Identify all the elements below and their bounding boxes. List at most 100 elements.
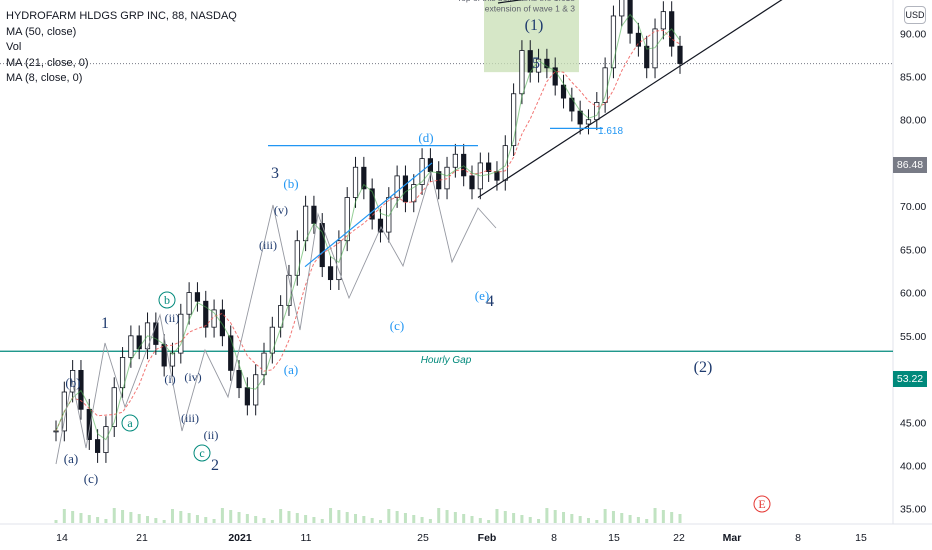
volume-bar [79, 513, 83, 523]
volume-bar [520, 515, 524, 523]
candle-body [660, 11, 666, 30]
wave-label-intermediate-4: 4 [486, 293, 494, 310]
x-tick-label: 8 [795, 532, 801, 544]
volume-bar [345, 512, 349, 523]
volume-bar [304, 515, 308, 523]
x-tick-label: 25 [417, 532, 429, 544]
volume-bar [254, 516, 258, 523]
wave-label-major-1: (1) [525, 17, 544, 34]
volume-bar [545, 508, 549, 523]
wave-label-e: (e) [475, 288, 489, 303]
volume-bar [603, 509, 607, 523]
volume-bar [636, 517, 640, 523]
candle-body [161, 344, 167, 367]
volume-bar [428, 519, 432, 523]
volume-bar [112, 508, 116, 523]
currency-button[interactable]: USD [904, 6, 926, 24]
y-tick-label: 85.00 [900, 71, 926, 83]
x-tick-label: 22 [673, 532, 685, 544]
volume-bar [237, 512, 241, 523]
wave-label-intermediate-2: 2 [211, 457, 219, 474]
x-tick-label: 2021 [228, 532, 252, 544]
y-tick-label: 80.00 [900, 115, 926, 127]
candle-body [610, 15, 617, 69]
candle-body [452, 153, 458, 168]
volume-bar [611, 511, 615, 523]
volume-bar [137, 514, 141, 523]
volume-bar [645, 519, 649, 523]
candle-body [635, 32, 642, 47]
volume-bar [362, 516, 366, 523]
candle-body [136, 335, 142, 350]
volume-bar [595, 520, 599, 523]
wave-label-circle-c: c [199, 446, 204, 460]
volume-bar [403, 513, 407, 523]
volume-bar [270, 520, 274, 523]
volume-bar [229, 510, 233, 523]
volume-bar [462, 514, 466, 523]
x-tick-label: 8 [551, 532, 557, 544]
volume-bar [54, 520, 58, 523]
y-tick-label: 45.00 [900, 417, 926, 429]
candle-body [294, 240, 300, 276]
wave-label-iv: (iv) [184, 370, 201, 384]
candle-body [402, 175, 409, 203]
volume-bar [470, 516, 474, 523]
volume-bar [187, 513, 191, 523]
volume-bar [154, 518, 158, 523]
y-tick-label: 65.00 [900, 244, 926, 256]
wave-label-intermediate-3: 3 [271, 165, 279, 182]
volume-bar [487, 520, 491, 523]
wave-label-intermediate-1: 1 [101, 315, 109, 332]
volume-bar [121, 510, 125, 523]
candle-body [111, 387, 117, 427]
volume-bar [562, 512, 566, 523]
candle-body [178, 313, 184, 354]
wave-label-circle-e-ring [753, 495, 771, 513]
candle-body [319, 223, 325, 268]
candle-body [619, 0, 625, 17]
wave-label-circle-a-ring [121, 414, 139, 432]
candle-body [461, 153, 467, 177]
volume-bar [212, 519, 216, 523]
candle-body [253, 374, 259, 406]
y-tick-label: 35.00 [900, 504, 926, 516]
chart-legend: HYDROFARM HLDGS GRP INC, 88, NASDAQ MA (… [6, 9, 237, 87]
volume-bar [453, 512, 457, 523]
candle-body [244, 387, 250, 406]
candle-body [194, 292, 201, 302]
wave-label-b: (b) [283, 176, 298, 191]
symbol-title: HYDROFARM HLDGS GRP INC, 88, NASDAQ [6, 10, 237, 22]
candle-body [311, 205, 317, 224]
candle-body [544, 58, 550, 69]
candle-body [361, 166, 367, 190]
candle-body [153, 322, 159, 345]
volume-bar [437, 508, 441, 523]
candle-body [411, 184, 417, 203]
x-tick-label: Feb [478, 532, 497, 544]
ma21-line [55, 29, 681, 432]
volume-bar [71, 511, 75, 523]
ma8-legend: MA (8, close, 0) [6, 72, 83, 84]
triangle-lower-line [477, 0, 783, 199]
candle-body [236, 370, 242, 389]
candle-body [327, 266, 334, 281]
volume-bar [354, 514, 358, 523]
wave-label-i: (i) [164, 372, 175, 386]
volume-bar [220, 508, 224, 523]
volume-bar [329, 508, 333, 523]
candle-body [469, 175, 475, 190]
volume-bar [620, 513, 624, 523]
candle-body [644, 45, 650, 69]
volume-bar [528, 517, 532, 523]
volume-bar [653, 508, 657, 523]
wave-label-circle-b-ring [158, 291, 176, 309]
candle-body [302, 205, 309, 242]
wave-label-circle-b: b [164, 293, 170, 307]
wave-label-major-2: (2) [694, 359, 713, 376]
volume-bar [87, 515, 91, 523]
y-tick-label: 90.00 [900, 28, 926, 40]
volume-bar [170, 509, 174, 523]
x-tick-label: 15 [608, 532, 620, 544]
